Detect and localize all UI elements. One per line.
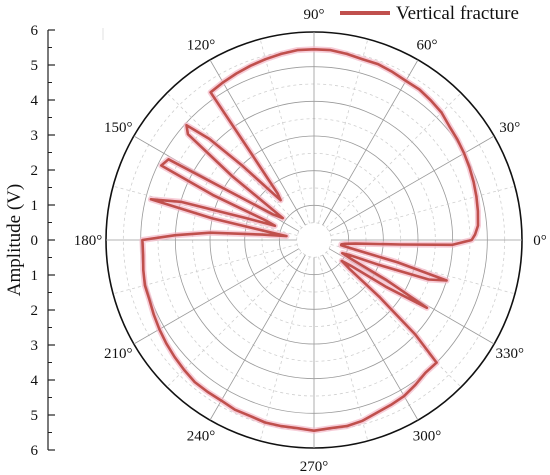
angle-tick-label: 60° [417,37,438,53]
y-axis-label: Amplitude (V) [4,184,25,296]
radial-tick-label: 1 [31,198,39,214]
grid-spoke [325,251,462,388]
grid-spoke [322,254,419,421]
radial-ticks: 6 5 4 3 2 1 0 1 2 3 4 5 6 [31,23,104,459]
radial-tick-label: 2 [31,303,39,319]
series-layer [139,46,481,434]
radial-axis: 6 5 4 3 2 1 0 1 2 3 4 5 6 [31,23,104,459]
radial-tick-label: 6 [31,443,39,459]
grid-spoke [325,92,462,229]
radial-tick-label: 1 [31,268,39,284]
angle-tick-label: 210° [104,346,133,362]
radial-tick-label: 4 [31,93,39,109]
angle-tick-label: 90° [304,7,325,23]
angle-tick-label: 0° [533,233,547,249]
grid-spoke [166,92,303,229]
angle-tick-label: 330° [495,346,524,362]
angle-tick-label: 150° [104,120,133,136]
grid-spoke [166,251,303,388]
angle-tick-label: 240° [187,429,216,445]
grid-spoke [209,59,306,226]
grid-spoke [318,256,369,442]
grid-spoke [209,254,306,421]
grid-ring [296,222,332,258]
radial-tick-label: 5 [31,58,39,74]
angle-tick-label: 180° [74,233,103,249]
radial-tick-label: 6 [31,23,39,39]
grid-spoke [259,38,310,224]
grid-spoke [330,185,516,236]
radial-tick-label: 3 [31,128,39,144]
radial-tick-label: 3 [31,338,39,354]
angle-tick-labels: 0° 30° 60° 90° 120° 150° 180° 210° 240° 270° 300° 3… [74,7,547,475]
series-line-vertical-fracture [141,48,480,432]
grid-spoke [318,38,369,224]
angle-tick-label: 120° [187,37,216,53]
radial-tick-label: 5 [31,408,39,424]
angle-tick-label: 300° [413,429,442,445]
radial-tick-label: 4 [31,373,39,389]
grid-spoke [259,256,310,442]
radial-tick-label: 2 [31,163,39,179]
angle-tick-label: 30° [499,120,520,136]
radial-tick-label: 0 [31,233,39,249]
grid-spoke [112,185,298,236]
grid-spoke [322,59,419,226]
angle-tick-label: 270° [300,459,329,475]
legend-label: Vertical fracture [396,3,519,24]
legend: Vertical fracture [340,3,519,24]
